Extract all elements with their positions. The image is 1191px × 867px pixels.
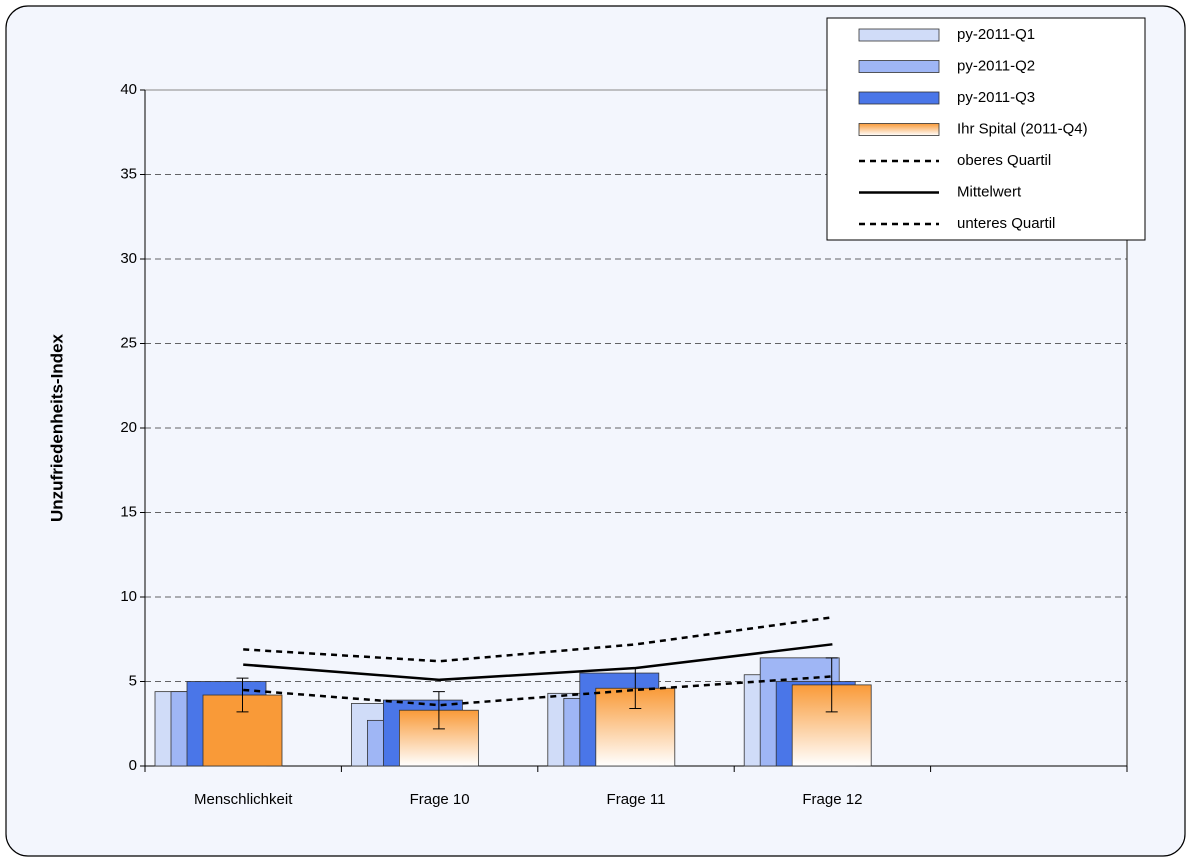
legend-label: py-2011-Q3 [957, 89, 1035, 106]
legend-swatch [858, 91, 940, 105]
error-bar [825, 657, 838, 713]
line [243, 643, 833, 682]
y-tick-label: 0 [129, 757, 137, 774]
y-tick-label: 10 [120, 588, 137, 605]
x-tick-label: Frage 12 [802, 791, 862, 808]
error-bar [432, 691, 445, 730]
legend-label: py-2011-Q2 [957, 57, 1035, 74]
legend-label: unteres Quartil [957, 215, 1055, 232]
legend-label: py-2011-Q1 [957, 26, 1035, 43]
y-tick-label: 20 [120, 419, 137, 436]
y-axis-label: Unzufriedenheits-Index [47, 333, 66, 522]
legend-label: oberes Quartil [957, 152, 1051, 169]
x-tick-label: Frage 10 [410, 791, 470, 808]
error-bar [236, 677, 249, 713]
legend-swatch [858, 60, 940, 73]
y-tick-label: 30 [120, 250, 137, 267]
y-tick-label: 25 [120, 334, 137, 351]
x-tick-label: Menschlichkeit [194, 791, 293, 808]
legend-label: Mittelwert [957, 183, 1022, 200]
legend-label: Ihr Spital (2011-Q4) [957, 120, 1088, 137]
legend-swatch [858, 28, 940, 42]
legend-swatch [858, 123, 940, 136]
y-tick-label: 35 [120, 165, 137, 182]
x-tick-label: Frage 11 [607, 791, 666, 808]
y-tick-label: 40 [120, 81, 137, 98]
y-tick-label: 5 [129, 672, 137, 689]
y-tick-label: 15 [120, 503, 137, 520]
